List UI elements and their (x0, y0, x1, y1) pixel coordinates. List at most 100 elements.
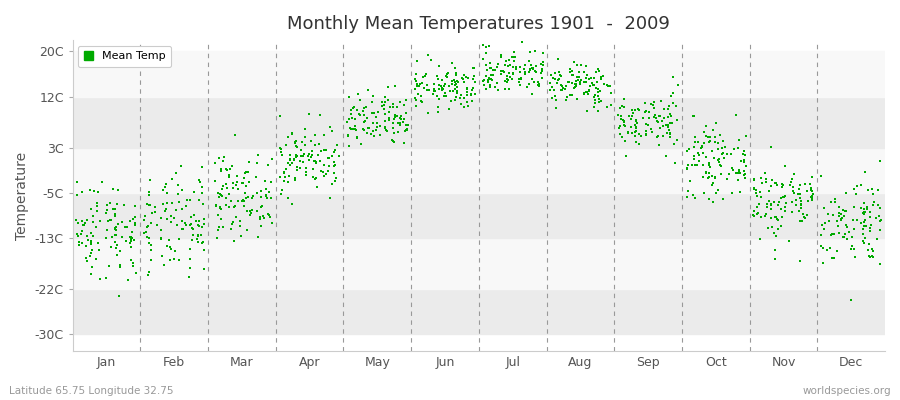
Point (650, 118, 664, 124)
Point (501, 63, 516, 70)
Point (382, 115, 396, 122)
Point (192, 177, 206, 183)
Point (129, 270, 143, 277)
Point (500, 78, 515, 85)
Point (647, 114, 662, 120)
Point (764, 144, 778, 150)
Point (487, 67, 501, 74)
Point (257, 178, 272, 184)
Point (759, 179, 773, 186)
Point (240, 194, 255, 200)
Point (341, 132, 356, 138)
Point (703, 164, 717, 170)
Point (329, 174, 344, 181)
Point (827, 255, 842, 261)
Point (584, 75, 598, 82)
Point (397, 102, 411, 108)
Point (140, 201, 154, 208)
Point (856, 231, 870, 238)
Point (356, 105, 371, 111)
Point (239, 183, 254, 189)
Point (299, 172, 313, 178)
Point (499, 86, 513, 92)
Point (460, 92, 474, 98)
Point (380, 128, 394, 134)
Point (249, 190, 264, 196)
Point (415, 99, 429, 106)
Point (717, 154, 732, 161)
Point (89, 200, 104, 206)
Point (342, 125, 356, 132)
Point (639, 131, 653, 137)
Point (101, 218, 115, 224)
Point (245, 195, 259, 201)
Point (716, 196, 731, 202)
Point (688, 144, 702, 150)
Point (138, 230, 152, 236)
Point (430, 76, 445, 82)
Legend: Mean Temp: Mean Temp (78, 46, 171, 67)
Point (577, 90, 591, 96)
Point (632, 141, 646, 148)
Point (591, 96, 606, 102)
Point (419, 82, 434, 88)
Point (714, 170, 728, 177)
Point (288, 177, 302, 183)
Point (765, 177, 779, 183)
Point (457, 79, 472, 85)
Point (292, 158, 307, 165)
Point (186, 212, 201, 219)
Point (525, 76, 539, 82)
Point (815, 259, 830, 266)
Point (209, 201, 223, 208)
Point (518, 69, 533, 75)
Point (367, 133, 382, 140)
Point (420, 52, 435, 58)
Point (518, 62, 532, 68)
Point (458, 74, 473, 81)
Point (825, 212, 840, 219)
Point (165, 176, 179, 182)
Point (830, 218, 844, 224)
Point (777, 194, 791, 201)
Point (753, 194, 768, 200)
Point (805, 197, 819, 203)
Point (195, 239, 210, 246)
Point (322, 195, 337, 202)
Point (482, 77, 496, 83)
Point (105, 234, 120, 240)
Point (861, 186, 876, 193)
Point (308, 158, 322, 164)
Point (305, 151, 320, 158)
Point (836, 207, 850, 214)
Point (873, 218, 887, 224)
Point (277, 170, 292, 176)
Point (84, 238, 98, 245)
Point (792, 185, 806, 192)
Point (213, 216, 228, 222)
Point (860, 204, 874, 210)
Point (814, 242, 828, 249)
Point (860, 204, 875, 210)
Point (225, 163, 239, 169)
Point (148, 204, 162, 210)
Point (154, 235, 168, 242)
Point (447, 78, 462, 85)
Point (280, 160, 294, 166)
Point (156, 200, 170, 207)
Point (858, 235, 872, 242)
Point (747, 208, 761, 214)
Point (150, 222, 165, 228)
Point (654, 117, 669, 124)
Point (284, 160, 299, 166)
Point (585, 80, 599, 86)
Point (368, 114, 382, 120)
Point (559, 83, 573, 90)
Point (774, 206, 788, 212)
Point (708, 174, 723, 180)
Point (123, 218, 138, 224)
Point (554, 87, 569, 94)
Point (525, 64, 539, 71)
Point (587, 93, 601, 100)
Point (805, 193, 819, 199)
